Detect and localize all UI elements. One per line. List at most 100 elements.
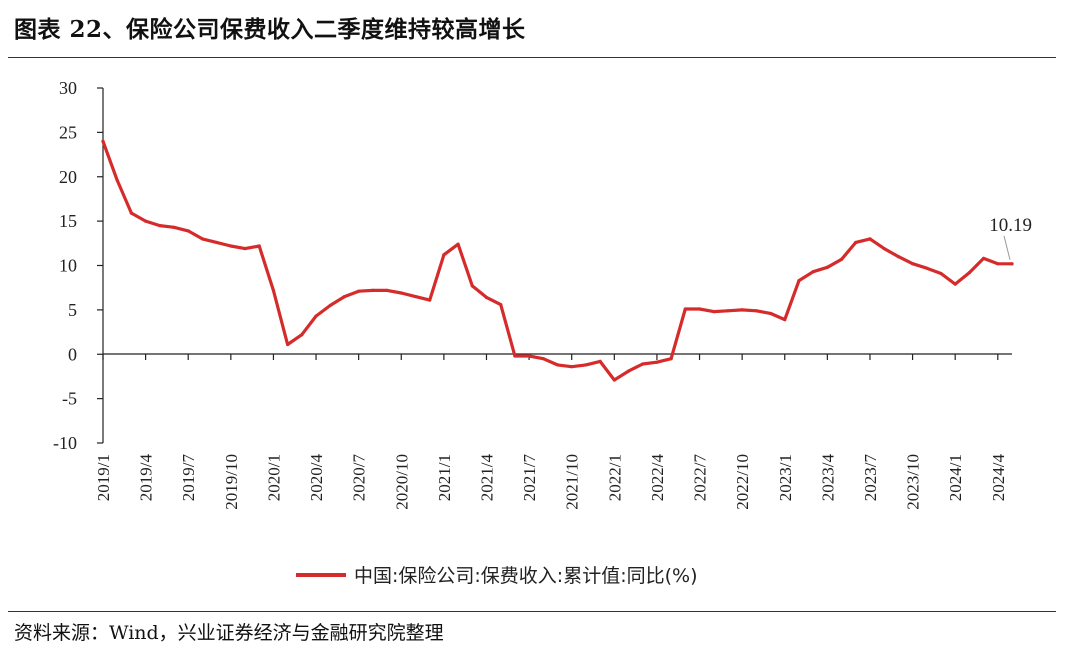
data-point <box>484 295 489 300</box>
data-point <box>385 288 389 292</box>
data-point <box>442 253 446 257</box>
data-point <box>129 211 134 215</box>
data-point <box>257 244 261 248</box>
x-tick-label: 2019/7 <box>179 454 198 502</box>
data-point <box>144 219 148 223</box>
x-tick-label: 2023/10 <box>904 454 923 510</box>
y-tick-label: 25 <box>59 122 77 142</box>
data-point <box>357 289 361 293</box>
data-point <box>1010 262 1014 266</box>
data-point <box>683 307 687 311</box>
x-tick-label: 2021/7 <box>520 454 539 502</box>
data-point <box>286 342 290 347</box>
data-point <box>726 309 730 313</box>
data-point <box>115 178 119 182</box>
data-point <box>882 247 886 251</box>
x-tick-label: 2023/1 <box>776 454 795 501</box>
data-point <box>456 242 460 246</box>
x-tick-label: 2021/10 <box>563 454 582 510</box>
data-point <box>754 309 758 313</box>
data-point <box>499 302 503 307</box>
x-tick-label: 2021/1 <box>435 454 454 501</box>
x-tick-label: 2024/1 <box>946 454 965 501</box>
y-tick-label: -10 <box>53 433 77 453</box>
data-point <box>243 247 247 251</box>
data-point <box>158 223 162 228</box>
data-point <box>229 244 233 248</box>
data-point <box>925 266 929 270</box>
x-tick-label: 2024/4 <box>989 454 1008 502</box>
x-tick-label: 2020/7 <box>350 454 369 502</box>
x-axis: 2019/1 2019/4 2019/7 2019/10 2020/1 2020/4 202… <box>94 353 1012 510</box>
y-axis: 30 25 20 15 10 5 0 -5 -10 <box>53 78 104 453</box>
data-point <box>172 225 176 229</box>
data-point <box>768 311 773 316</box>
data-point <box>825 265 829 269</box>
data-point <box>740 308 744 312</box>
data-point <box>470 284 474 288</box>
data-point <box>811 270 815 274</box>
data-point <box>314 314 318 318</box>
data-point <box>271 288 276 292</box>
data-point <box>669 357 673 361</box>
series-layer <box>101 139 1014 382</box>
data-point <box>953 282 957 286</box>
data-point <box>910 262 915 266</box>
x-tick-label: 2022/10 <box>733 454 752 510</box>
data-point <box>101 139 105 143</box>
data-point <box>655 360 659 364</box>
y-tick-label: 30 <box>59 78 77 98</box>
data-point <box>854 240 858 245</box>
y-tick-label: 0 <box>68 344 77 364</box>
data-point <box>996 262 1000 266</box>
top-rule <box>8 57 1056 58</box>
source-note: 资料来源：Wind，兴业证券经济与金融研究院整理 <box>14 622 444 644</box>
y-tick-label: 10 <box>59 256 77 276</box>
data-point <box>186 229 190 233</box>
data-point <box>967 271 971 275</box>
data-point <box>413 294 418 299</box>
x-tick-label: 2022/1 <box>605 454 624 501</box>
data-point <box>541 357 545 361</box>
x-tick-label: 2021/4 <box>477 454 496 502</box>
data-point <box>200 237 205 241</box>
data-point <box>527 354 531 358</box>
data-point <box>555 363 560 367</box>
data-point <box>513 354 517 358</box>
bottom-rule <box>8 611 1056 612</box>
y-tick-label: 20 <box>59 167 77 187</box>
annotation-leader <box>1003 235 1011 260</box>
annotation-label: 10.19 <box>989 215 1032 236</box>
data-point <box>868 237 872 241</box>
x-tick-label: 2019/4 <box>137 454 156 502</box>
x-tick-label: 2022/4 <box>648 454 667 502</box>
data-point <box>584 363 588 367</box>
x-tick-label: 2019/1 <box>94 454 113 501</box>
y-tick-label: 5 <box>68 300 77 320</box>
data-point <box>939 271 943 276</box>
x-tick-label: 2020/10 <box>392 454 411 510</box>
data-point <box>783 318 787 322</box>
data-point <box>215 240 219 245</box>
data-point <box>399 291 403 295</box>
data-point <box>371 288 375 292</box>
series-line <box>101 139 1014 382</box>
x-tick-label: 2019/10 <box>222 454 241 510</box>
data-point <box>612 378 616 382</box>
data-point <box>697 307 702 311</box>
data-point <box>839 257 844 261</box>
data-point <box>342 294 347 299</box>
data-point <box>896 255 900 259</box>
x-tick-label: 2020/1 <box>264 454 283 501</box>
data-point <box>598 359 602 363</box>
data-point <box>328 303 332 308</box>
data-point <box>300 333 304 337</box>
data-point <box>981 256 986 260</box>
data-point <box>570 365 574 369</box>
legend: 中国:保险公司:保费收入:累计值:同比(%) <box>296 565 698 587</box>
x-tick-label: 2022/7 <box>691 454 710 502</box>
annotation-layer: 10.19 <box>989 215 1032 260</box>
chart-title: 图表 22、保险公司保费收入二季度维持较高增长 <box>14 16 526 43</box>
data-point <box>712 310 716 314</box>
